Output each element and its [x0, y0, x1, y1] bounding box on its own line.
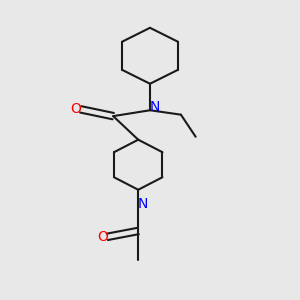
Text: N: N	[149, 100, 160, 114]
Text: N: N	[137, 197, 148, 212]
Text: O: O	[70, 102, 81, 116]
Text: O: O	[97, 230, 108, 244]
